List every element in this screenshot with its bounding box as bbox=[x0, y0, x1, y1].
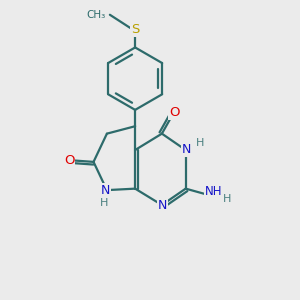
Text: H: H bbox=[196, 138, 204, 148]
Text: NH: NH bbox=[205, 184, 222, 197]
Text: O: O bbox=[64, 154, 74, 167]
Text: H: H bbox=[223, 194, 232, 204]
Text: CH₃: CH₃ bbox=[86, 10, 105, 20]
Text: H: H bbox=[100, 198, 108, 208]
Text: N: N bbox=[101, 184, 110, 197]
Text: S: S bbox=[131, 23, 139, 36]
Text: O: O bbox=[169, 106, 180, 119]
Text: N: N bbox=[158, 199, 167, 212]
Text: N: N bbox=[182, 143, 191, 156]
